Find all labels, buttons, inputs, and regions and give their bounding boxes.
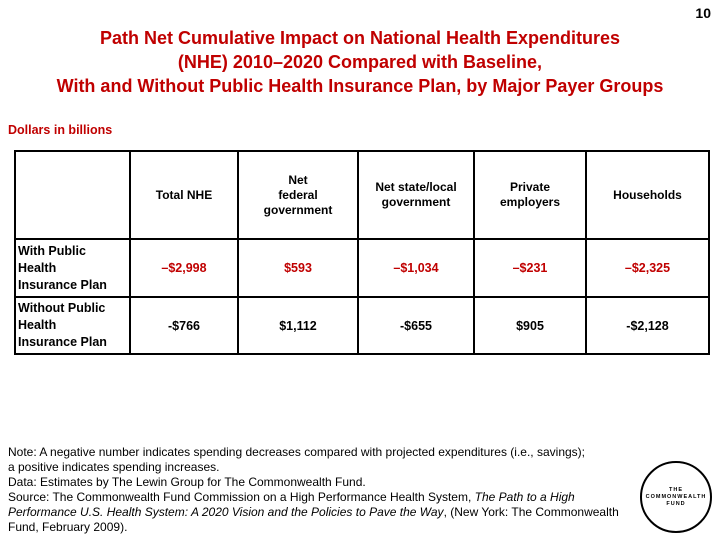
- table-row-without-plan: Without Public Health Insurance Plan -$7…: [14, 296, 710, 355]
- source-line: Fund, February 2009).: [8, 520, 128, 534]
- table-header-row: Total NHE Net federal government Net sta…: [14, 150, 710, 240]
- logo-text-line: FUND: [666, 500, 686, 507]
- column-header-total-nhe: Total NHE: [129, 150, 239, 240]
- value-cell: -$766: [129, 296, 239, 355]
- source-line: Performance U.S. Health System: A 2020 V…: [8, 505, 619, 519]
- units-label: Dollars in billions: [8, 123, 113, 137]
- note-line: Note: A negative number indicates spendi…: [8, 445, 585, 459]
- slide-title-line: With and Without Public Health Insurance…: [56, 76, 664, 96]
- value-cell: $905: [473, 296, 587, 355]
- page-number: 10: [695, 5, 711, 21]
- logo-text-line: COMMONWEALTH: [645, 493, 707, 500]
- value-cell: –$2,998: [129, 238, 239, 298]
- value-cell: –$1,034: [357, 238, 475, 298]
- column-header-private-employers: Private employers: [473, 150, 587, 240]
- row-label-without-plan: Without Public Health Insurance Plan: [14, 296, 131, 355]
- value-cell: -$2,128: [585, 296, 710, 355]
- logo-text-line: THE: [669, 486, 683, 493]
- value-cell: $593: [237, 238, 359, 298]
- commonwealth-fund-logo: THE COMMONWEALTH FUND: [640, 461, 712, 533]
- value-cell: -$655: [357, 296, 475, 355]
- column-header-households: Households: [585, 150, 710, 240]
- value-cell: –$231: [473, 238, 587, 298]
- column-header-net-federal-government: Net federal government: [237, 150, 359, 240]
- data-table: Total NHE Net federal government Net sta…: [14, 150, 710, 355]
- slide-title-line: Path Net Cumulative Impact on National H…: [99, 28, 621, 48]
- column-header-net-state-local-government: Net state/local government: [357, 150, 475, 240]
- row-label-with-plan: With Public Health Insurance Plan: [14, 238, 131, 298]
- table-row-with-plan: With Public Health Insurance Plan –$2,99…: [14, 238, 710, 298]
- value-cell: –$2,325: [585, 238, 710, 298]
- note-and-source-block: Note: A negative number indicates spendi…: [8, 445, 648, 535]
- value-cell: $1,112: [237, 296, 359, 355]
- slide-title-line: (NHE) 2010–2020 Compared with Baseline,: [177, 52, 543, 72]
- note-line: a positive indicates spending increases.: [8, 460, 220, 474]
- table-corner-cell: [14, 150, 131, 240]
- data-credit-line: Data: Estimates by The Lewin Group for T…: [8, 475, 366, 489]
- source-line: Source: The Commonwealth Fund Commission…: [8, 490, 575, 504]
- slide-title: Path Net Cumulative Impact on National H…: [0, 26, 720, 98]
